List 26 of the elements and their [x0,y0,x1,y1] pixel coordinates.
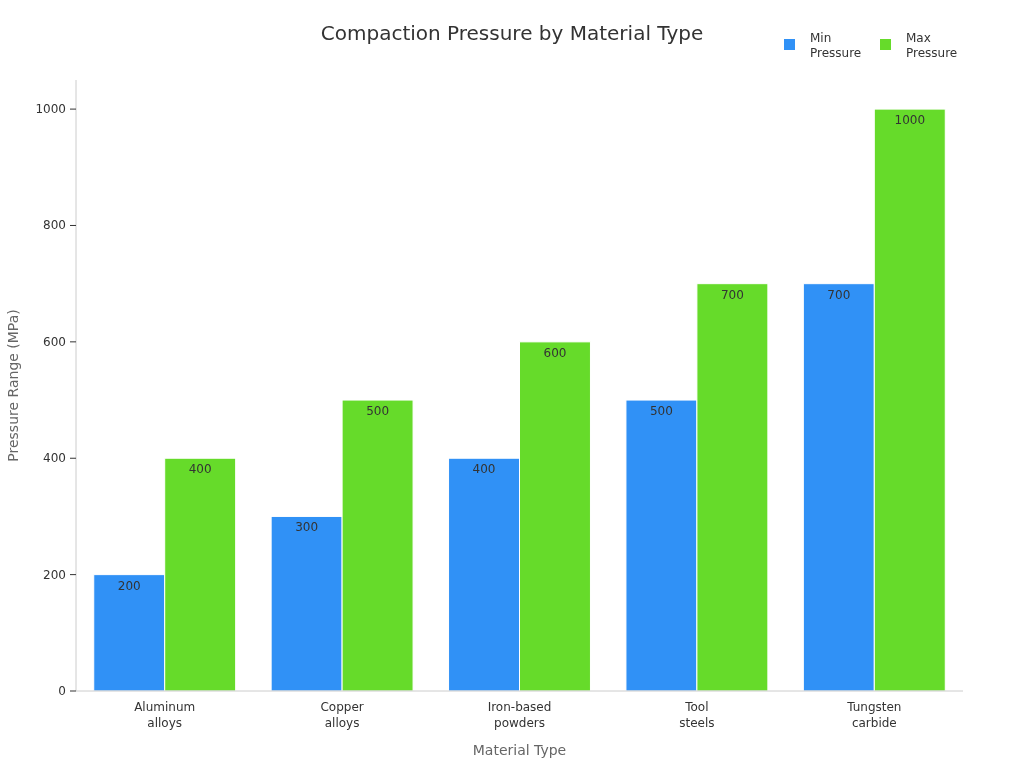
x-axis-title: Material Type [472,742,567,758]
legend-label: Min Pressure [810,31,862,60]
data-label: 300 [295,520,319,535]
y-tick-label: 0 [58,684,66,698]
x-tick-label: Iron-based powders [487,700,552,730]
x-tick-label: Tool steels [679,700,715,730]
y-tick-label: 800 [43,218,66,233]
chart-title: Compaction Pressure by Material Type [320,21,704,45]
y-tick-label: 600 [43,334,66,349]
data-label: 400 [472,462,496,477]
y-tick-label: 200 [43,567,66,582]
data-label: 1000 [894,113,926,128]
data-label: 500 [649,404,673,419]
x-tick-label: Copper alloys [320,700,364,730]
legend-label: Max Pressure [906,31,958,60]
data-label: 700 [720,287,744,302]
data-label: 400 [188,462,212,477]
y-tick-label: 400 [43,451,66,466]
x-tick-label: Aluminum alloys [134,700,196,730]
data-label: 700 [827,287,851,302]
y-axis-title: Pressure Range (MPa) [5,309,21,462]
y-tick-label: 1000 [35,102,66,117]
data-label: 500 [366,404,390,419]
data-label: 200 [117,578,141,593]
data-label: 600 [543,345,567,360]
x-tick-label: Tungsten carbide [846,700,902,730]
